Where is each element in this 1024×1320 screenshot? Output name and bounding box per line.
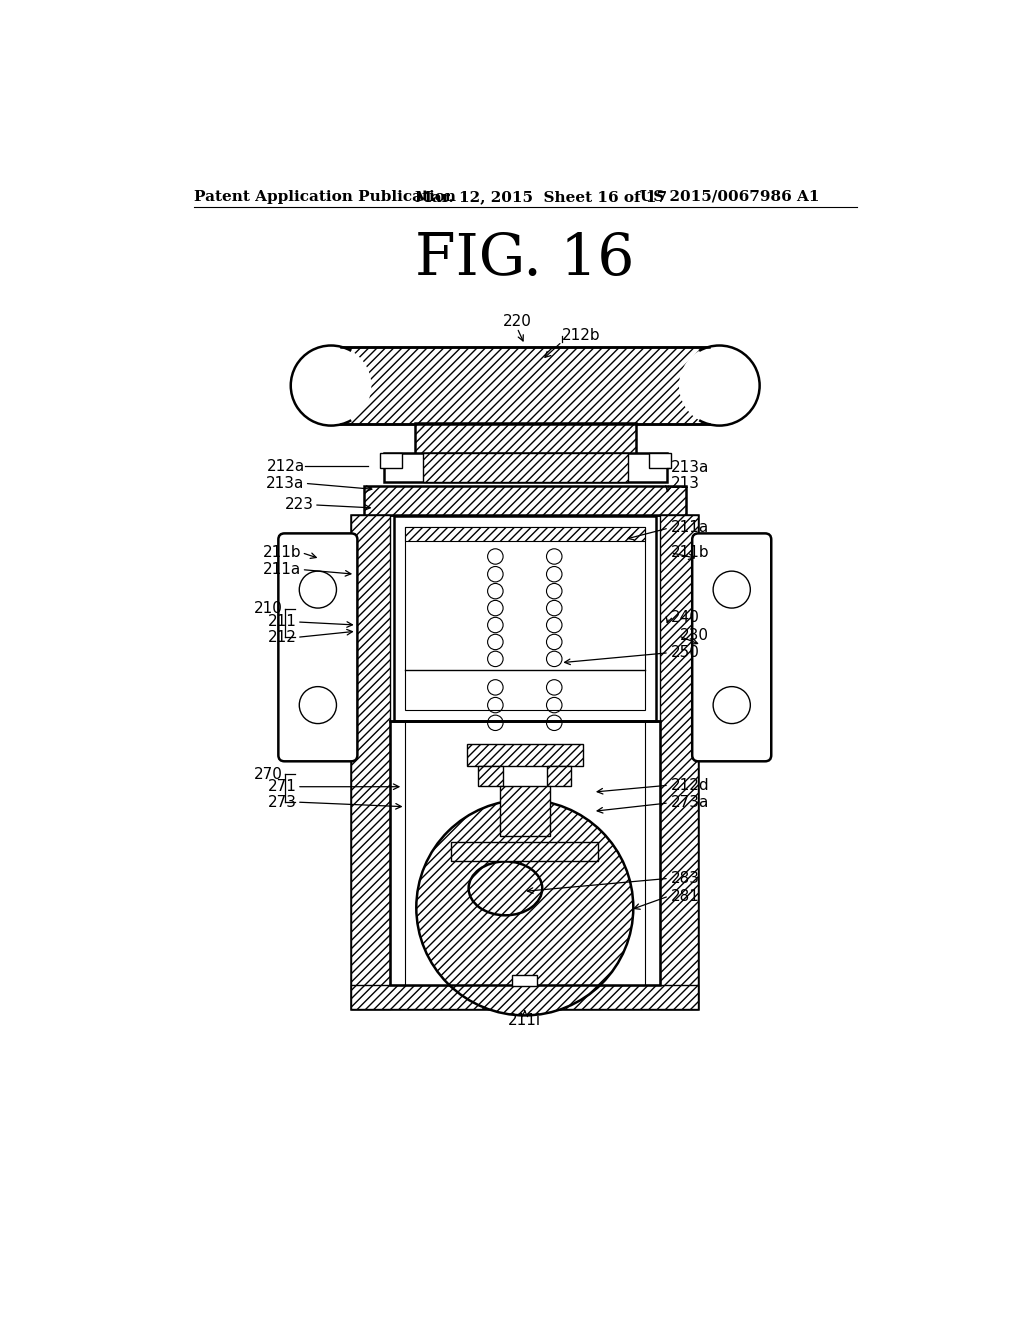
Bar bbox=[659, 515, 698, 1010]
Bar bbox=[512, 974, 538, 986]
Text: 211a: 211a bbox=[263, 562, 302, 577]
Bar bbox=[390, 721, 659, 985]
Bar bbox=[500, 785, 550, 836]
Text: 212d: 212d bbox=[671, 777, 710, 793]
Text: US 2015/0067986 A1: US 2015/0067986 A1 bbox=[640, 190, 819, 203]
Text: FIG. 16: FIG. 16 bbox=[415, 231, 635, 286]
Bar bbox=[384, 453, 667, 482]
Text: 211b: 211b bbox=[671, 545, 710, 560]
Text: 271: 271 bbox=[268, 779, 297, 795]
Bar bbox=[365, 486, 686, 515]
Text: 213: 213 bbox=[671, 475, 699, 491]
Circle shape bbox=[679, 346, 760, 425]
Bar bbox=[467, 744, 583, 766]
Text: 211: 211 bbox=[268, 614, 297, 630]
Bar bbox=[404, 710, 645, 985]
Bar bbox=[351, 985, 698, 1010]
Bar bbox=[649, 453, 671, 469]
Text: 283: 283 bbox=[671, 871, 699, 886]
Text: 250: 250 bbox=[671, 645, 699, 660]
Text: 212: 212 bbox=[268, 630, 297, 645]
Text: 213a: 213a bbox=[266, 475, 305, 491]
Text: 211i: 211i bbox=[508, 1014, 542, 1028]
Bar bbox=[404, 527, 645, 710]
FancyBboxPatch shape bbox=[279, 533, 357, 762]
Text: 220: 220 bbox=[503, 314, 531, 329]
Text: 212a: 212a bbox=[266, 459, 305, 474]
Bar bbox=[351, 515, 698, 1010]
Bar bbox=[404, 527, 645, 541]
Text: 230: 230 bbox=[680, 628, 709, 643]
Text: 240: 240 bbox=[671, 610, 699, 624]
Ellipse shape bbox=[469, 862, 543, 915]
Text: 211b: 211b bbox=[263, 545, 302, 560]
Bar bbox=[547, 766, 571, 785]
Bar bbox=[330, 347, 721, 424]
Text: Patent Application Publication: Patent Application Publication bbox=[194, 190, 456, 203]
Text: 210: 210 bbox=[254, 602, 283, 616]
Bar bbox=[394, 516, 655, 721]
Text: 213a: 213a bbox=[671, 461, 709, 475]
Bar bbox=[478, 766, 503, 785]
Text: Mar. 12, 2015  Sheet 16 of 17: Mar. 12, 2015 Sheet 16 of 17 bbox=[415, 190, 667, 203]
Circle shape bbox=[417, 800, 633, 1015]
Text: 273a: 273a bbox=[671, 796, 709, 810]
Bar bbox=[423, 453, 628, 482]
FancyBboxPatch shape bbox=[692, 533, 771, 762]
Bar bbox=[415, 422, 636, 455]
Text: 281: 281 bbox=[671, 888, 699, 904]
Circle shape bbox=[291, 346, 372, 425]
Text: 211a: 211a bbox=[671, 520, 709, 536]
Text: 212b: 212b bbox=[562, 327, 601, 343]
Text: 223: 223 bbox=[285, 498, 314, 512]
Bar bbox=[452, 842, 598, 862]
Text: 270: 270 bbox=[254, 767, 283, 781]
Bar bbox=[380, 453, 401, 469]
Text: 273: 273 bbox=[268, 795, 297, 809]
Bar bbox=[351, 515, 390, 1010]
